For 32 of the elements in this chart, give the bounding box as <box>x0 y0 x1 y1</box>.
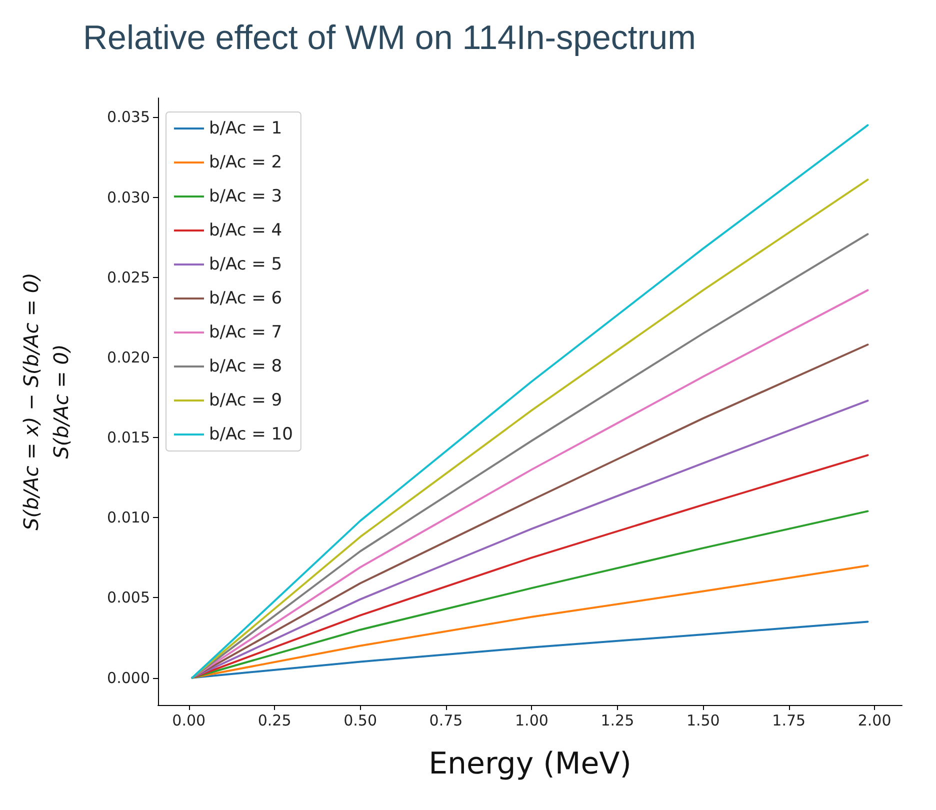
x-tick-label: 1.00 <box>515 712 548 730</box>
x-tick-label: 1.75 <box>772 712 806 730</box>
x-axis-title: Energy (MeV) <box>428 746 632 782</box>
x-tick-label: 1.50 <box>686 712 720 730</box>
y-tick-label: 0.035 <box>107 108 150 126</box>
line-series <box>191 454 869 679</box>
chart-title: Relative effect of WM on 114In-spectrum <box>83 19 696 57</box>
y-axis-title: S(b/Ac = x) − S(b/Ac = 0) S(b/Ac = 0) <box>19 272 73 530</box>
legend-label: b/Ac = 7 <box>209 322 282 342</box>
y-tick-label: 0.025 <box>107 268 150 286</box>
legend-label: b/Ac = 1 <box>209 118 282 138</box>
y-tick-label: 0.030 <box>107 188 150 206</box>
legend-label: b/Ac = 3 <box>209 186 282 206</box>
x-tick-label: 0.50 <box>344 712 377 730</box>
y-tick-label: 0.015 <box>107 428 150 447</box>
y-tick-label: 0.005 <box>107 588 150 607</box>
y-tick-label: 0.010 <box>107 508 150 527</box>
x-tick-label: 0.75 <box>429 712 463 730</box>
legend-label: b/Ac = 8 <box>209 356 282 376</box>
x-tick-label: 1.25 <box>600 712 634 730</box>
legend-label: b/Ac = 9 <box>209 390 282 410</box>
legend-label: b/Ac = 6 <box>209 288 282 308</box>
legend-label: b/Ac = 2 <box>209 152 282 172</box>
legend-label: b/Ac = 10 <box>209 424 293 444</box>
x-tick-label: 0.00 <box>172 712 206 730</box>
line-series <box>191 564 869 679</box>
y-tick-label: 0.000 <box>107 668 150 687</box>
x-tick-label: 0.25 <box>258 712 292 730</box>
x-tick-label: 2.00 <box>858 712 892 730</box>
y-tick-label: 0.020 <box>107 348 150 366</box>
legend-label: b/Ac = 5 <box>209 254 282 274</box>
legend-label: b/Ac = 4 <box>209 220 282 240</box>
